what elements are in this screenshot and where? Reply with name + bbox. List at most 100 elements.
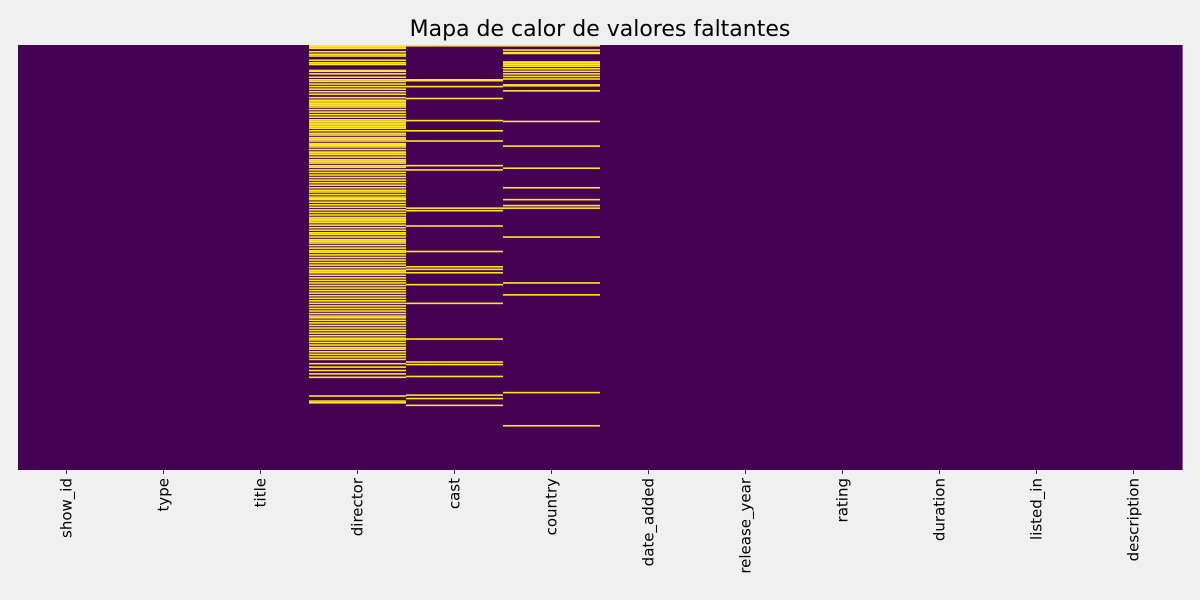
missing-cell-director	[309, 63, 406, 66]
missing-cell-country	[503, 282, 600, 284]
missing-cell-cast	[406, 79, 503, 82]
missing-cell-director	[309, 317, 406, 319]
missing-cell-director	[309, 104, 406, 107]
missing-cell-director	[309, 327, 406, 329]
missing-cell-director	[309, 193, 406, 196]
missing-cell-country	[503, 62, 600, 64]
missing-cell-director	[309, 164, 406, 167]
missing-cell-director	[309, 297, 406, 300]
missing-cell-director	[309, 153, 406, 156]
missing-cell-director	[309, 366, 406, 368]
missing-cell-director	[309, 146, 406, 148]
missing-cell-country	[503, 51, 600, 54]
missing-cell-director	[309, 353, 406, 356]
missing-cell-director	[309, 191, 406, 193]
missing-cell-director	[309, 226, 406, 229]
missing-cell-director	[309, 233, 406, 236]
missing-cell-country	[503, 145, 600, 147]
missing-cell-director	[309, 282, 406, 284]
missing-cell-director	[309, 274, 406, 277]
missing-cell-director	[309, 45, 406, 48]
missing-cell-director	[309, 221, 406, 224]
missing-cell-director	[309, 88, 406, 90]
missing-cell-director	[309, 294, 406, 297]
x-tick-label: director	[349, 477, 367, 536]
missing-cell-director	[309, 134, 406, 136]
missing-cell-director	[309, 249, 406, 252]
heatmap-column-type	[115, 45, 213, 470]
missing-cell-director	[309, 395, 406, 397]
missing-cell-country	[503, 52, 600, 55]
missing-cell-director	[309, 287, 406, 289]
missing-cell-director	[309, 224, 406, 226]
heatmap-column-release_year	[697, 45, 795, 470]
missing-cell-director	[309, 402, 406, 404]
missing-cell-cast	[406, 394, 503, 396]
missing-cell-cast	[406, 302, 503, 305]
missing-cell-cast	[406, 375, 503, 378]
missing-cell-director	[309, 142, 406, 145]
missing-cell-director	[309, 373, 406, 375]
missing-cell-country	[503, 294, 600, 296]
missing-cell-director	[309, 358, 406, 361]
missing-cell-director	[309, 162, 406, 164]
missing-cell-cast	[406, 283, 503, 286]
missing-cell-director	[309, 166, 406, 169]
missing-cell-country	[503, 236, 600, 238]
chart-title: Mapa de calor de valores faltantes	[410, 17, 791, 42]
missing-cell-director	[309, 256, 406, 259]
missing-cell-director	[309, 300, 406, 302]
missing-cell-director	[309, 120, 406, 123]
missing-cell-director	[309, 179, 406, 181]
missing-cell-cast	[406, 266, 503, 268]
heatmap-column-description	[1085, 45, 1183, 470]
missing-cell-director	[309, 108, 406, 111]
missing-cell-director	[309, 266, 406, 269]
missing-cell-director	[309, 240, 406, 243]
missing-cell-country	[503, 78, 600, 80]
heatmap-column-rating	[794, 45, 892, 470]
missing-cell-cast	[406, 225, 503, 227]
missing-cell-cast	[406, 363, 503, 366]
missing-cell-country	[503, 84, 600, 87]
missing-cell-director	[309, 93, 406, 96]
x-tick-label: date_added	[640, 478, 659, 566]
missing-cell-director	[309, 307, 406, 310]
missing-cell-director	[309, 90, 406, 93]
x-axis-ticks: show_id type title director cast country date_…	[58, 470, 1143, 574]
missing-cell-director	[309, 341, 406, 344]
x-tick-label: rating	[834, 478, 852, 522]
missing-cell-country	[503, 65, 600, 67]
missing-cell-country	[503, 167, 600, 169]
missing-cell-cast	[406, 207, 503, 209]
x-tick-label: listed_in	[1028, 478, 1047, 540]
missing-cell-director	[309, 198, 406, 200]
missing-cell-country	[503, 90, 600, 92]
missing-cell-director	[309, 337, 406, 339]
missing-cell-director	[309, 261, 406, 264]
missing-cell-director	[309, 251, 406, 254]
heatmap-column-listed_in	[988, 45, 1086, 470]
missing-cell-country	[503, 67, 600, 70]
missing-cell-director	[309, 144, 406, 147]
missing-cell-director	[309, 348, 406, 351]
missing-cell-director	[309, 310, 406, 312]
missing-cell-director	[309, 351, 406, 353]
missing-cell-director	[309, 254, 406, 256]
missing-cell-cast	[406, 397, 503, 400]
heatmap-column-duration	[891, 45, 989, 470]
missing-cell-country	[503, 391, 600, 394]
missing-cell-director	[309, 152, 406, 154]
missing-cell-cast	[406, 140, 503, 142]
missing-cell-director	[309, 196, 406, 198]
missing-cell-director	[309, 99, 406, 101]
missing-cell-director	[309, 201, 406, 203]
missing-cell-cast	[406, 130, 503, 132]
missing-cell-cast	[406, 119, 503, 122]
missing-cell-cast	[406, 250, 503, 253]
x-tick-label: release_year	[737, 477, 756, 573]
missing-cell-director	[309, 198, 406, 201]
missing-cell-director	[309, 270, 406, 272]
missing-cell-director	[309, 312, 406, 315]
